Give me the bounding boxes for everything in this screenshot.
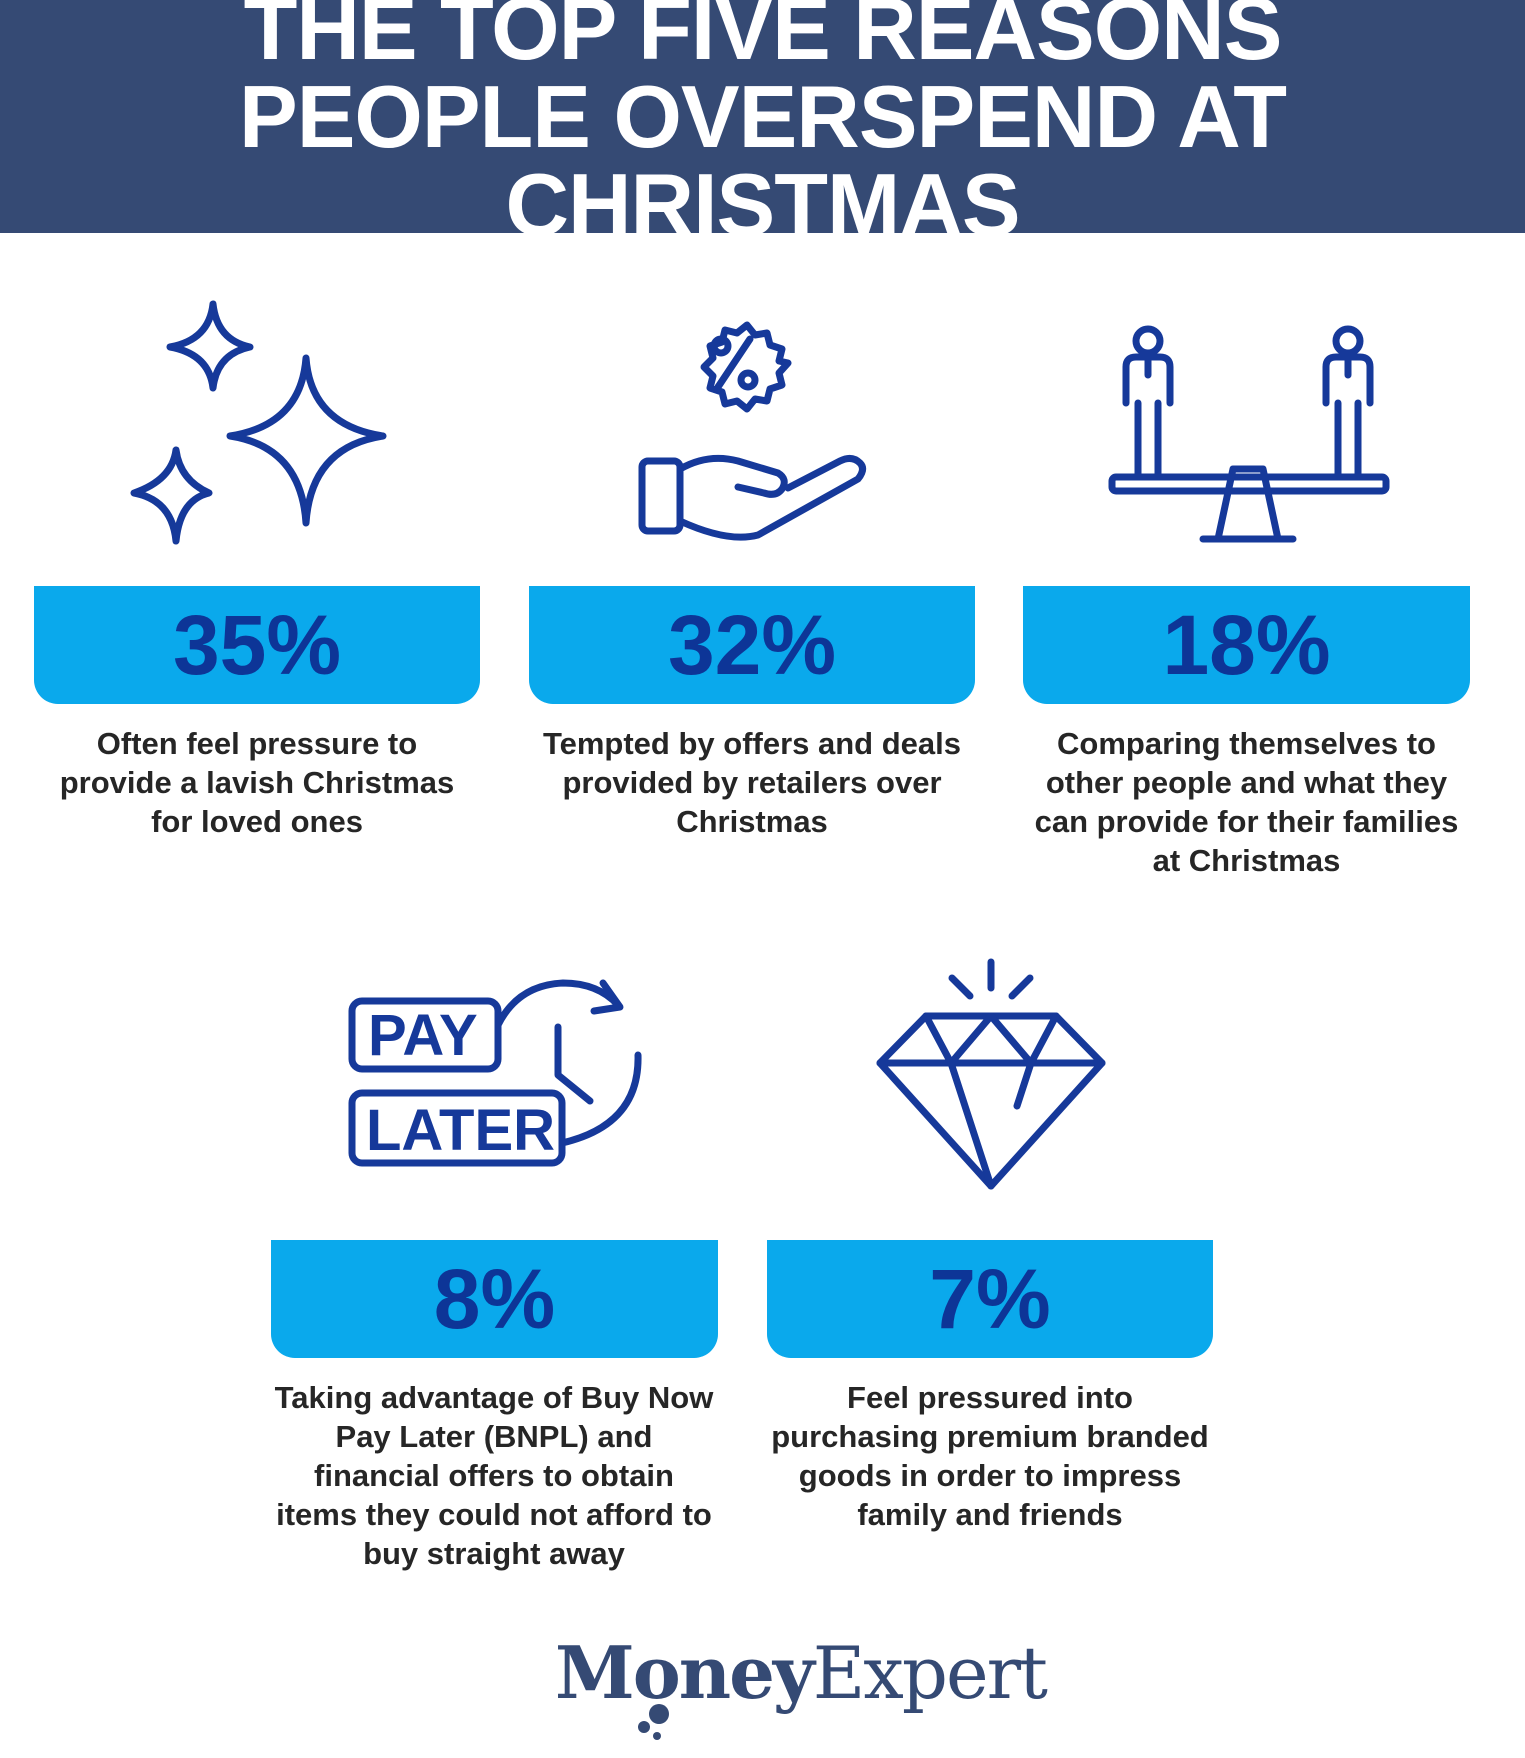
diamond-icon <box>874 958 1108 1190</box>
sparkles-icon <box>125 300 395 548</box>
seesaw-people-icon <box>1108 325 1390 545</box>
pay-later-clock-icon: PAY LATER <box>348 975 643 1175</box>
bubbles-icon <box>638 1704 669 1740</box>
moneyexpert-logo: MoneyExpert <box>555 1630 1048 1740</box>
stat-description: Often feel pressure to provide a lavish … <box>59 726 455 839</box>
stat-box-1: 35% <box>34 586 480 704</box>
stat-box-3: 18% <box>1023 586 1470 704</box>
stat-percent: 18% <box>1162 597 1331 692</box>
hand-discount-icon <box>638 303 868 543</box>
stat-description: Tempted by offers and deals provided by … <box>542 726 961 839</box>
stat-box-5: 7% <box>767 1240 1213 1358</box>
later-text: LATER <box>366 1098 555 1163</box>
pay-text: PAY <box>368 1003 478 1068</box>
stat-percent: 7% <box>929 1251 1051 1346</box>
stat-description: Taking advantage of Buy Now Pay Later (B… <box>274 1380 714 1571</box>
stat-description: Comparing themselves to other people and… <box>1034 726 1459 878</box>
logo-expert: Expert <box>812 1631 1048 1715</box>
stat-box-2: 32% <box>529 586 975 704</box>
header-banner: THE TOP FIVE REASONS PEOPLE OVERSPEND AT… <box>0 0 1525 248</box>
stat-percent: 8% <box>433 1251 556 1346</box>
stat-description: Feel pressured into purchasing premium b… <box>771 1380 1209 1532</box>
stat-percent: 35% <box>172 597 342 692</box>
logo-money: Money <box>555 1630 815 1715</box>
stat-percent: 32% <box>667 597 837 692</box>
stat-box-4: 8% <box>271 1240 718 1358</box>
page-title: THE TOP FIVE REASONS PEOPLE OVERSPEND AT… <box>239 0 1287 254</box>
